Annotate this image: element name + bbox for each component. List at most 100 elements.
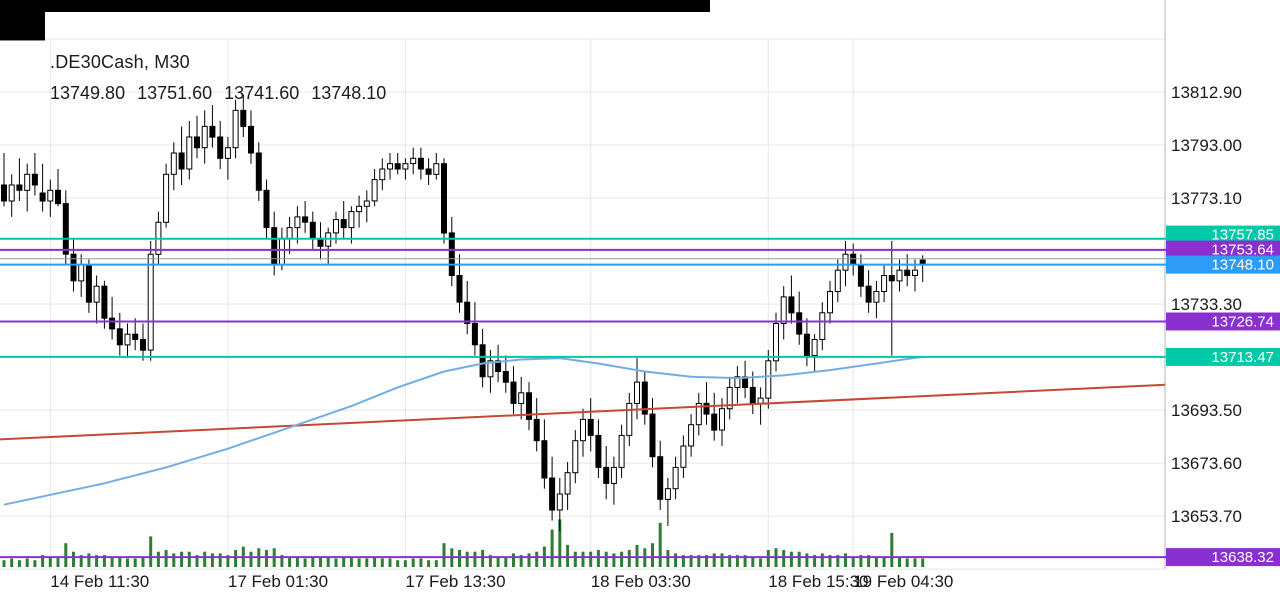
candle-body <box>8 184 15 202</box>
candle-body <box>140 339 146 351</box>
volume-bar <box>519 555 523 567</box>
volume-bar <box>187 551 191 567</box>
candle-body <box>163 173 170 223</box>
candle-body <box>255 152 262 191</box>
volume-bar <box>64 543 68 567</box>
candle-body <box>495 360 502 372</box>
candle-body <box>564 472 571 495</box>
candle-body <box>788 296 795 314</box>
candle-body <box>78 264 85 282</box>
candle-body <box>1 184 7 202</box>
candle-body <box>201 125 208 149</box>
volume-bar <box>141 556 145 567</box>
candle-body <box>93 285 100 303</box>
candle-body <box>834 269 841 293</box>
candle-body <box>518 392 525 404</box>
candle-body <box>672 466 679 490</box>
candle-body <box>726 386 733 410</box>
volume-bar <box>203 551 207 567</box>
candle-body <box>649 413 656 458</box>
volume-bar <box>149 536 153 567</box>
candle-body <box>348 211 355 229</box>
candle-body <box>680 445 687 468</box>
candle-body <box>402 163 409 170</box>
volume-bar <box>882 556 886 567</box>
volume-bar <box>249 551 253 567</box>
candle-body <box>209 125 216 138</box>
candle-body <box>278 237 285 266</box>
volume-bar <box>79 555 83 567</box>
volume-bar <box>357 558 361 567</box>
candle-body <box>124 333 131 346</box>
candle-body <box>85 264 92 303</box>
x-axis-label: 19 Feb 04:30 <box>853 572 953 591</box>
volume-bar <box>890 533 894 567</box>
volume-bar <box>110 556 114 567</box>
volume-bar <box>828 555 832 567</box>
y-axis-label: 13733.30 <box>1171 295 1242 314</box>
candle-body <box>363 200 370 207</box>
status-bar-strip <box>0 0 710 12</box>
volume-bar <box>126 558 129 567</box>
candle-body <box>881 275 888 292</box>
volume-bar <box>195 555 199 567</box>
volume-bar <box>342 556 346 567</box>
candle-body <box>796 312 803 335</box>
volume-bar <box>427 560 431 567</box>
candle-body <box>394 163 401 170</box>
candle-body <box>695 402 702 426</box>
price-badge <box>1166 548 1280 567</box>
volume-bar <box>874 556 878 567</box>
volume-bar <box>458 550 461 567</box>
volume-bar <box>782 550 786 567</box>
volume-bar <box>288 556 292 567</box>
candle-body <box>240 109 247 127</box>
candle-body <box>448 232 455 276</box>
volume-bar <box>820 553 824 567</box>
volume-bar <box>411 558 415 567</box>
price-badge-label: 13748.10 <box>1211 257 1274 274</box>
candle-body <box>39 192 46 202</box>
candle-body <box>101 285 108 319</box>
candle-body <box>62 203 69 255</box>
volume-bar <box>627 550 631 567</box>
candle-body <box>765 360 772 399</box>
volume-bar <box>612 553 616 567</box>
candle-body <box>850 253 857 266</box>
candle-body <box>703 402 710 415</box>
volume-bar <box>913 558 917 567</box>
candle-body <box>510 381 517 404</box>
price-badge <box>1166 347 1280 366</box>
candle-body <box>340 219 347 229</box>
volume-bar <box>681 555 685 567</box>
candle-body <box>456 275 463 303</box>
volume-bar <box>164 550 168 567</box>
volume-bar <box>573 551 577 567</box>
volume-bar <box>180 551 184 567</box>
volume-bar <box>712 553 716 567</box>
candle-body <box>479 344 486 378</box>
volume-bar <box>2 560 6 567</box>
volume-bar <box>789 551 793 567</box>
price-badge-label: 13753.64 <box>1211 242 1274 259</box>
candle-body <box>471 323 478 346</box>
x-axis-label: 18 Feb 03:30 <box>591 572 691 591</box>
volume-histogram <box>2 519 925 567</box>
candle-body <box>618 434 625 468</box>
candle-body <box>194 136 200 149</box>
candle-body <box>664 488 671 500</box>
candle-body <box>217 136 224 159</box>
volume-bar <box>797 551 801 567</box>
volume-bar <box>898 556 901 567</box>
candle-body <box>224 147 231 159</box>
volume-bar <box>48 556 52 567</box>
candle-body <box>641 381 648 415</box>
x-axis-labels: 14 Feb 11:30 17 Feb 01:30 17 Feb 13:30 18 F… <box>50 572 953 591</box>
candle-body <box>634 381 640 404</box>
volume-bar <box>535 551 539 567</box>
volume-bar <box>234 550 238 567</box>
candle-body <box>603 466 610 484</box>
y-axis-label: 13812.90 <box>1171 83 1242 102</box>
